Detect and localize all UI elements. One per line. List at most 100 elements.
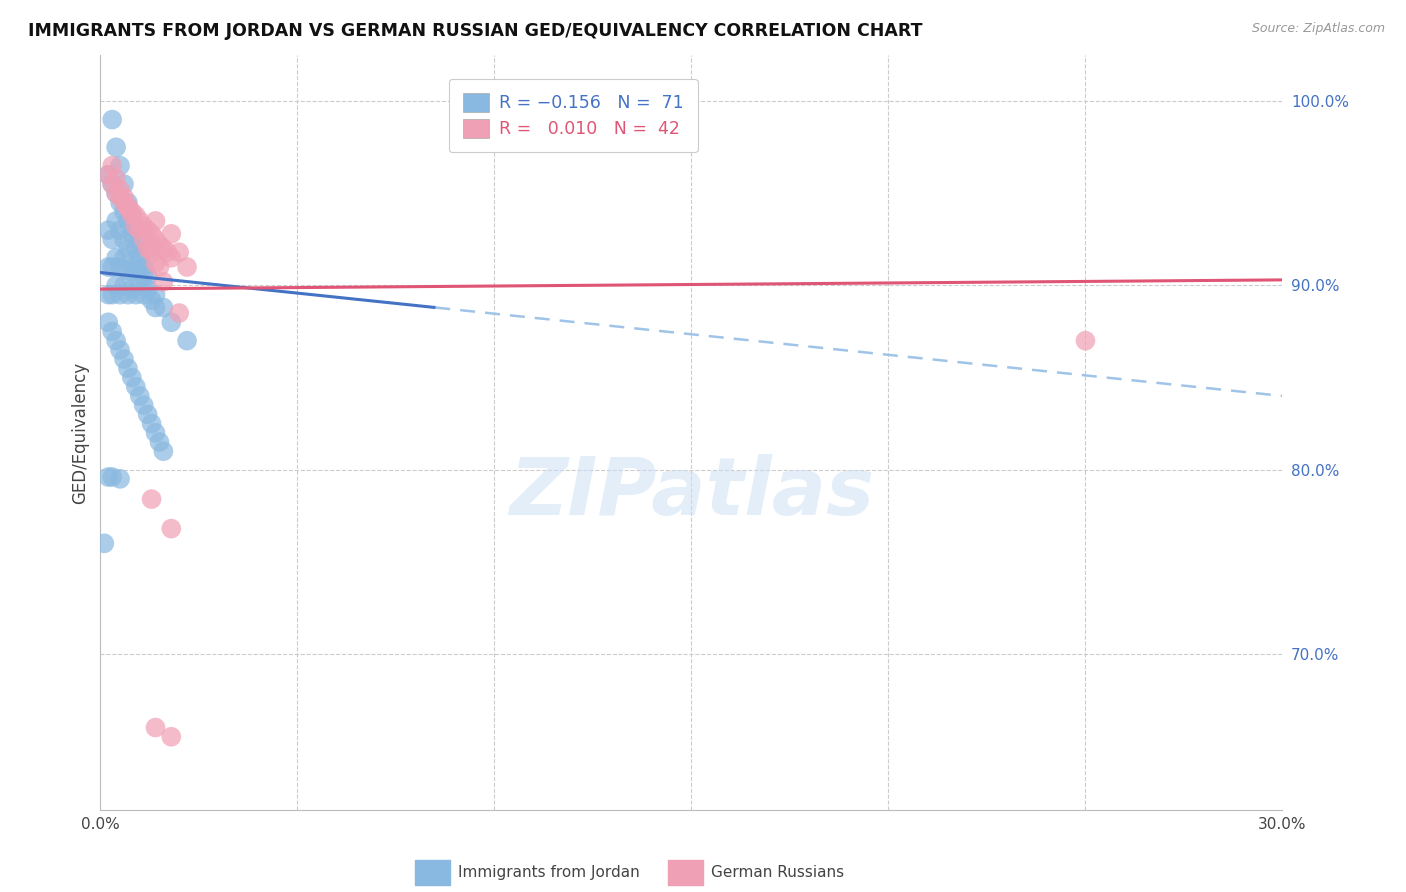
Point bbox=[101, 287, 124, 301]
Point bbox=[112, 190, 135, 204]
Point bbox=[152, 301, 174, 315]
Point bbox=[145, 256, 167, 270]
Point bbox=[125, 208, 148, 222]
Point bbox=[108, 287, 131, 301]
Point bbox=[128, 223, 150, 237]
Point bbox=[148, 260, 170, 274]
Point bbox=[108, 159, 131, 173]
Point bbox=[152, 275, 174, 289]
Point bbox=[132, 398, 155, 412]
Point bbox=[145, 301, 167, 315]
Point bbox=[125, 263, 148, 277]
Point bbox=[112, 352, 135, 367]
Text: Immigrants from Jordan: Immigrants from Jordan bbox=[458, 865, 640, 880]
Point bbox=[97, 287, 120, 301]
Point bbox=[167, 245, 190, 260]
Point bbox=[108, 472, 131, 486]
Point bbox=[128, 278, 150, 293]
Point bbox=[121, 204, 143, 219]
Point bbox=[101, 325, 124, 339]
Point bbox=[125, 223, 148, 237]
Point bbox=[121, 227, 143, 241]
Point bbox=[105, 251, 128, 265]
Point bbox=[97, 470, 120, 484]
Point bbox=[112, 251, 135, 265]
Point bbox=[97, 223, 120, 237]
Text: ZIPatlas: ZIPatlas bbox=[509, 454, 875, 533]
Point bbox=[136, 269, 159, 284]
Point bbox=[132, 219, 155, 234]
Point bbox=[136, 242, 159, 256]
Point bbox=[101, 112, 124, 127]
Point bbox=[145, 287, 167, 301]
Point bbox=[117, 287, 139, 301]
Point bbox=[105, 186, 128, 201]
Point bbox=[128, 238, 150, 252]
Point bbox=[105, 186, 128, 201]
Point bbox=[117, 201, 139, 215]
Text: Source: ZipAtlas.com: Source: ZipAtlas.com bbox=[1251, 22, 1385, 36]
Point bbox=[152, 444, 174, 458]
Point bbox=[112, 204, 135, 219]
Point bbox=[132, 260, 155, 274]
Point bbox=[97, 260, 120, 274]
Point bbox=[121, 370, 143, 384]
Point bbox=[97, 168, 120, 182]
Point bbox=[112, 232, 135, 246]
Point bbox=[160, 315, 183, 329]
Point bbox=[105, 214, 128, 228]
Point bbox=[125, 219, 148, 234]
Point bbox=[148, 238, 170, 252]
Point bbox=[156, 245, 179, 260]
Point bbox=[101, 470, 124, 484]
Point bbox=[132, 287, 155, 301]
Point bbox=[93, 536, 115, 550]
Point bbox=[117, 263, 139, 277]
Point bbox=[117, 242, 139, 256]
Point bbox=[145, 214, 167, 228]
Point bbox=[128, 214, 150, 228]
Point bbox=[97, 315, 120, 329]
Point bbox=[108, 190, 131, 204]
Point bbox=[101, 232, 124, 246]
Point bbox=[132, 232, 155, 246]
Point bbox=[176, 334, 198, 348]
Point bbox=[101, 159, 124, 173]
Point bbox=[141, 293, 163, 307]
Point bbox=[108, 183, 131, 197]
Point bbox=[97, 168, 120, 182]
Point bbox=[128, 251, 150, 265]
Point bbox=[145, 232, 167, 246]
Point bbox=[108, 223, 131, 237]
Point bbox=[112, 195, 135, 210]
Point bbox=[117, 199, 139, 213]
Point bbox=[105, 334, 128, 348]
Point bbox=[105, 278, 128, 293]
Point bbox=[148, 435, 170, 450]
Point bbox=[141, 242, 163, 256]
Point bbox=[121, 260, 143, 274]
Point bbox=[145, 721, 167, 735]
Point bbox=[128, 389, 150, 403]
Legend: R = −0.156   N =  71, R =   0.010   N =  42: R = −0.156 N = 71, R = 0.010 N = 42 bbox=[449, 78, 697, 153]
Point bbox=[1074, 334, 1097, 348]
Point bbox=[108, 343, 131, 357]
Point bbox=[108, 260, 131, 274]
Point bbox=[105, 140, 128, 154]
Point bbox=[141, 492, 163, 507]
Point bbox=[145, 425, 167, 440]
Point bbox=[152, 242, 174, 256]
Point bbox=[105, 171, 128, 186]
Point bbox=[160, 251, 183, 265]
Point bbox=[121, 208, 143, 222]
Point bbox=[136, 408, 159, 422]
Point bbox=[125, 287, 148, 301]
Point bbox=[160, 227, 183, 241]
Point bbox=[117, 361, 139, 376]
Point bbox=[121, 282, 143, 296]
Text: German Russians: German Russians bbox=[711, 865, 845, 880]
Point bbox=[128, 256, 150, 270]
Point bbox=[108, 195, 131, 210]
Point bbox=[117, 214, 139, 228]
Point bbox=[117, 195, 139, 210]
